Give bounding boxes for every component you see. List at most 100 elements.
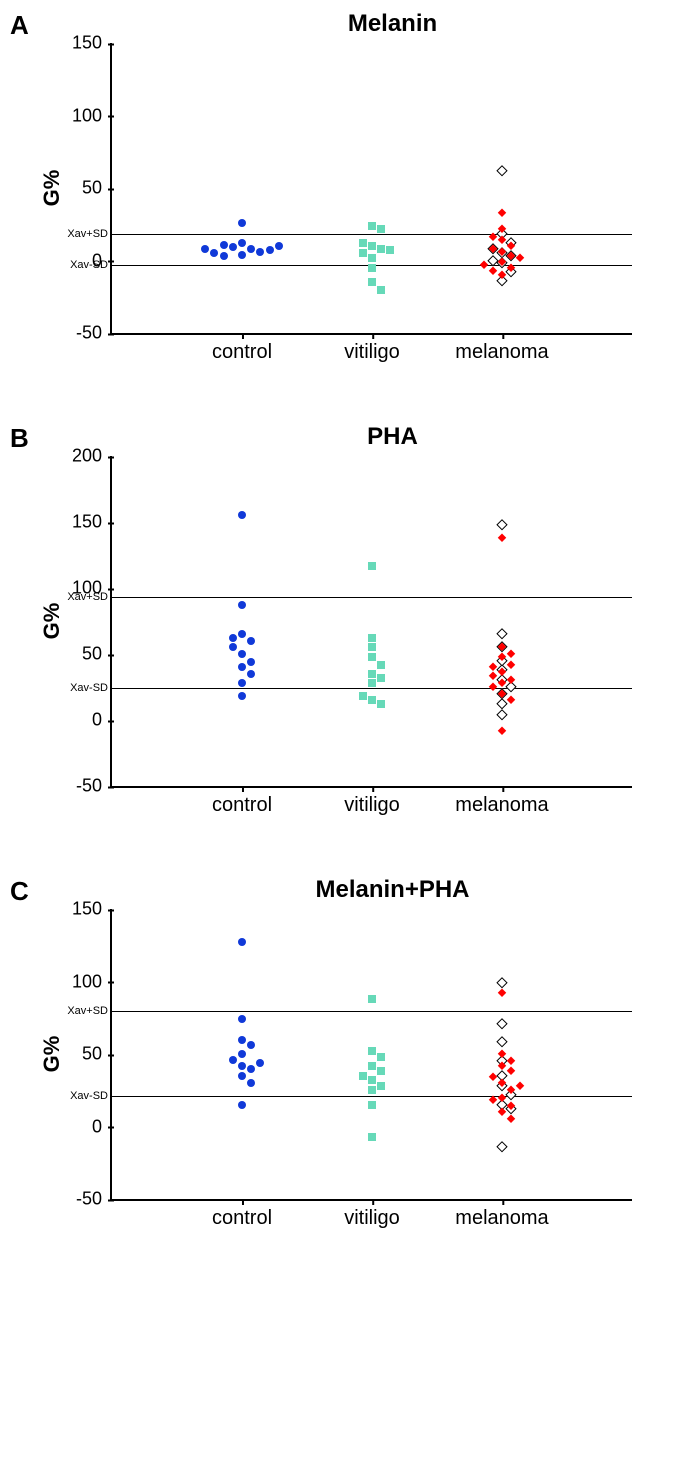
- data-point: [238, 601, 246, 609]
- chart-wrap: -50050100150200G%Xav+SDXav-SDcontrolviti…: [110, 456, 630, 836]
- data-point: [368, 1076, 376, 1084]
- data-point: [238, 239, 246, 247]
- ytick: 50: [82, 1044, 112, 1065]
- data-point: [238, 630, 246, 638]
- reference-label: Xav-SD: [70, 682, 112, 694]
- data-point: [247, 658, 255, 666]
- data-point: [377, 661, 385, 669]
- y-axis-label: G%: [39, 603, 65, 640]
- data-point: [507, 1057, 516, 1066]
- data-point: [247, 245, 255, 253]
- data-point: [359, 692, 367, 700]
- data-point: [368, 670, 376, 678]
- data-point: [368, 562, 376, 570]
- data-point: [368, 696, 376, 704]
- data-point: [377, 225, 385, 233]
- data-point: [238, 692, 246, 700]
- ytick: 50: [82, 644, 112, 665]
- y-axis-label: G%: [39, 170, 65, 207]
- data-point: [377, 245, 385, 253]
- data-point: [377, 1067, 385, 1075]
- data-point: [488, 682, 497, 691]
- data-point: [359, 239, 367, 247]
- reference-line: [112, 1011, 632, 1012]
- data-point: [256, 1059, 264, 1067]
- xtick-label: control: [212, 333, 272, 364]
- data-point: [238, 1050, 246, 1058]
- data-point: [229, 643, 237, 651]
- data-point: [488, 266, 497, 275]
- data-point: [247, 637, 255, 645]
- data-point: [210, 249, 218, 257]
- data-point: [507, 1067, 516, 1076]
- data-point: [497, 208, 506, 217]
- data-point: [488, 1073, 497, 1082]
- xtick-label: vitiligo: [344, 1199, 400, 1230]
- reference-label: Xav-SD: [70, 259, 112, 271]
- reference-line: [112, 234, 632, 235]
- data-point: [275, 242, 283, 250]
- chart-title: Melanin+PHA: [110, 876, 675, 904]
- data-point: [497, 726, 506, 735]
- data-point: [359, 1072, 367, 1080]
- data-point: [496, 977, 508, 989]
- data-point: [496, 519, 508, 531]
- data-point: [368, 1062, 376, 1070]
- data-point: [377, 286, 385, 294]
- plot-area: -50050100150G%Xav+SDXav-SDcontrolvitilig…: [110, 43, 632, 335]
- xtick-label: control: [212, 1199, 272, 1230]
- data-point: [238, 1101, 246, 1109]
- data-point: [220, 241, 228, 249]
- ytick: 150: [72, 512, 112, 533]
- ytick: -50: [76, 776, 112, 797]
- ytick: 50: [82, 178, 112, 199]
- plot-area: -50050100150200G%Xav+SDXav-SDcontrolviti…: [110, 456, 632, 788]
- data-point: [359, 249, 367, 257]
- xtick-label: melanoma: [455, 1199, 548, 1230]
- data-point: [507, 649, 516, 658]
- data-point: [247, 670, 255, 678]
- chart-wrap: -50050100150G%Xav+SDXav-SDcontrolvitilig…: [110, 909, 630, 1249]
- data-point: [386, 246, 394, 254]
- ytick: 100: [72, 971, 112, 992]
- chart-title: Melanin: [110, 10, 675, 38]
- xtick-label: control: [212, 786, 272, 817]
- xtick-label: melanoma: [455, 786, 548, 817]
- data-point: [238, 650, 246, 658]
- ytick: -50: [76, 1189, 112, 1210]
- data-point: [507, 660, 516, 669]
- data-point: [220, 252, 228, 260]
- data-point: [377, 674, 385, 682]
- data-point: [368, 634, 376, 642]
- panel-B: BPHA-50050100150200G%Xav+SDXav-SDcontrol…: [10, 423, 675, 836]
- data-point: [368, 679, 376, 687]
- y-axis-label: G%: [39, 1036, 65, 1073]
- data-point: [368, 222, 376, 230]
- data-point: [238, 219, 246, 227]
- data-point: [247, 1041, 255, 1049]
- data-point: [368, 1133, 376, 1141]
- chart-wrap: -50050100150G%Xav+SDXav-SDcontrolvitilig…: [110, 43, 630, 383]
- xtick-label: vitiligo: [344, 333, 400, 364]
- data-point: [238, 1015, 246, 1023]
- data-point: [229, 1056, 237, 1064]
- data-point: [516, 253, 525, 262]
- data-point: [238, 251, 246, 259]
- reference-line: [112, 597, 632, 598]
- xtick-label: vitiligo: [344, 786, 400, 817]
- ytick: 0: [92, 710, 112, 731]
- xtick-label: melanoma: [455, 333, 548, 364]
- reference-label: Xav+SD: [67, 228, 112, 240]
- data-point: [368, 264, 376, 272]
- data-point: [377, 1082, 385, 1090]
- data-point: [256, 248, 264, 256]
- reference-line: [112, 1096, 632, 1097]
- data-point: [238, 663, 246, 671]
- data-point: [368, 995, 376, 1003]
- ytick: 150: [72, 33, 112, 54]
- data-point: [247, 1065, 255, 1073]
- reference-label: Xav-SD: [70, 1090, 112, 1102]
- data-point: [377, 1053, 385, 1061]
- reference-label: Xav+SD: [67, 591, 112, 603]
- data-point: [238, 679, 246, 687]
